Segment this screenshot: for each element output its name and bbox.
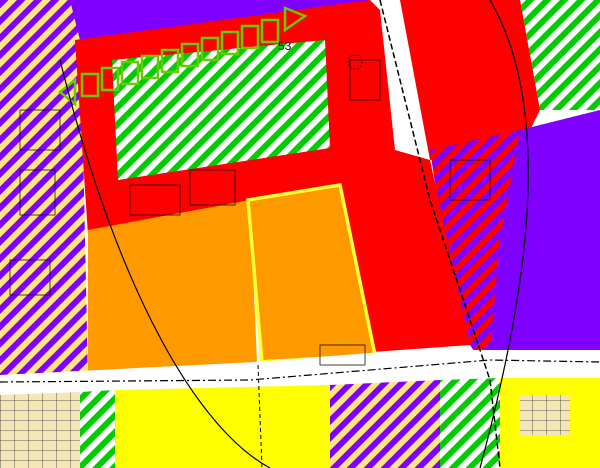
- parcel-divider: [257, 364, 263, 468]
- road-centerline: [0, 359, 600, 383]
- zone-bottom-right-residential[interactable]: [520, 395, 570, 435]
- zone-top-right-hatched[interactable]: [520, 0, 600, 110]
- zone-bottom-yellow[interactable]: [115, 385, 330, 468]
- parcel-number-label: 53: [278, 39, 292, 53]
- boundary-curve-west: [59, 59, 271, 468]
- zone-orange-highlighted[interactable]: [248, 185, 375, 360]
- boundary-curve-east: [479, 0, 529, 468]
- arrow-annotation: [57, 6, 308, 107]
- rail-line: [379, 0, 501, 468]
- zone-right-red[interactable]: [400, 0, 540, 160]
- tree-symbol-icon: [347, 54, 363, 70]
- zone-bottom-right-hatched[interactable]: [440, 378, 500, 468]
- zone-bottom-hatched[interactable]: [330, 380, 440, 468]
- zone-left-hatched[interactable]: [0, 0, 88, 380]
- zone-inner-hatched[interactable]: [112, 40, 330, 180]
- road-bottom-branch[interactable]: [258, 345, 480, 380]
- zone-orange-west[interactable]: [88, 200, 258, 385]
- building-footprints: [9, 59, 491, 366]
- zone-bottom-left-residential[interactable]: [0, 392, 80, 468]
- zone-bottom-left-hatched[interactable]: [80, 390, 115, 468]
- zone-right-purple[interactable]: [490, 110, 600, 350]
